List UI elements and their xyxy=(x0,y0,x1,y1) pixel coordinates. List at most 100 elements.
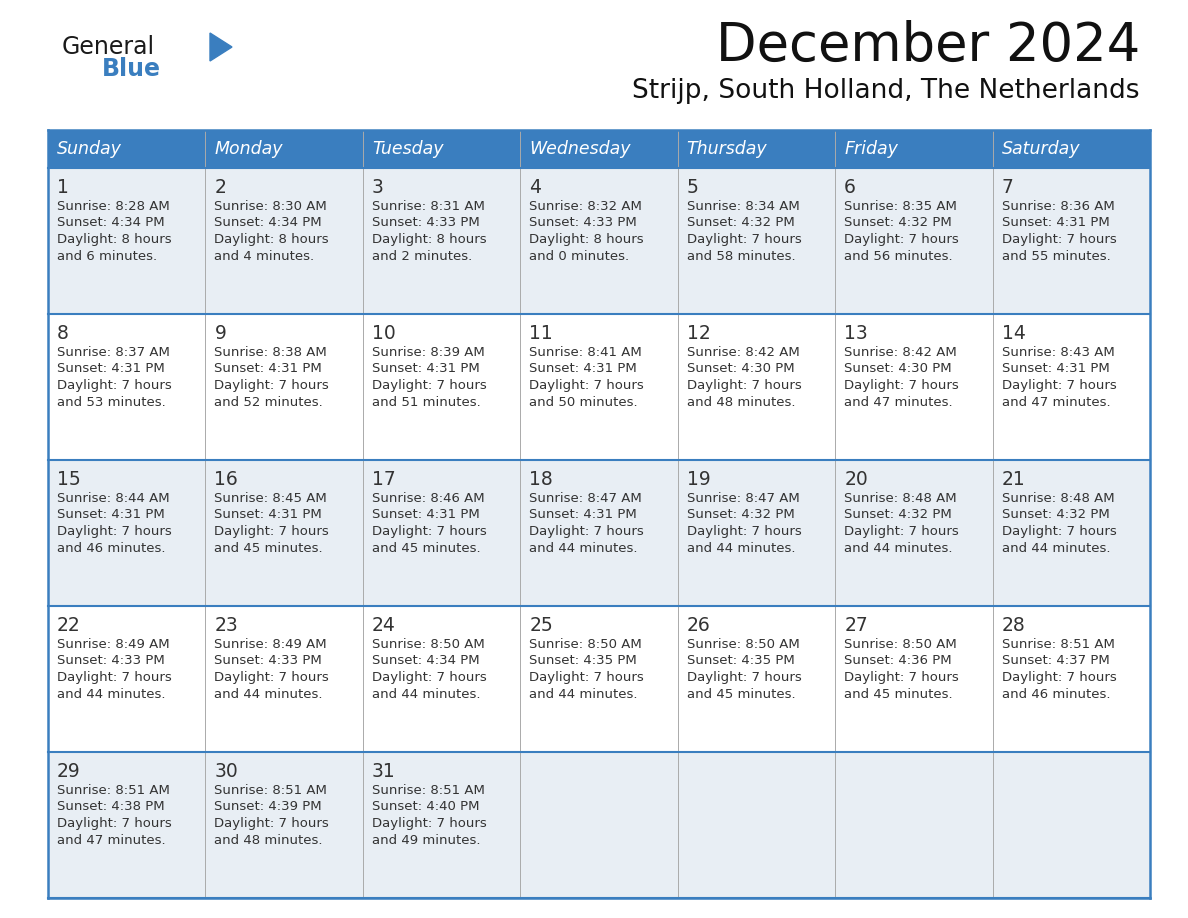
Text: and 45 minutes.: and 45 minutes. xyxy=(372,542,480,554)
Text: Sunday: Sunday xyxy=(57,140,122,158)
Text: Daylight: 7 hours: Daylight: 7 hours xyxy=(1001,525,1117,538)
Text: and 44 minutes.: and 44 minutes. xyxy=(372,688,480,700)
Text: Monday: Monday xyxy=(214,140,283,158)
Bar xyxy=(520,752,677,898)
Bar xyxy=(48,752,206,898)
Text: Sunrise: 8:49 AM: Sunrise: 8:49 AM xyxy=(214,638,327,651)
Text: Sunset: 4:30 PM: Sunset: 4:30 PM xyxy=(845,363,952,375)
Bar xyxy=(48,130,206,168)
Text: Sunset: 4:32 PM: Sunset: 4:32 PM xyxy=(845,509,952,521)
Text: Daylight: 7 hours: Daylight: 7 hours xyxy=(372,379,487,392)
Text: Daylight: 7 hours: Daylight: 7 hours xyxy=(214,671,329,684)
Text: Sunrise: 8:35 AM: Sunrise: 8:35 AM xyxy=(845,200,958,213)
Bar xyxy=(48,606,206,752)
Text: and 48 minutes.: and 48 minutes. xyxy=(687,396,795,409)
Text: Sunrise: 8:45 AM: Sunrise: 8:45 AM xyxy=(214,492,327,505)
Text: Sunset: 4:36 PM: Sunset: 4:36 PM xyxy=(845,655,952,667)
Text: 16: 16 xyxy=(214,470,238,489)
Text: Tuesday: Tuesday xyxy=(372,140,443,158)
Text: Thursday: Thursday xyxy=(687,140,767,158)
Text: 11: 11 xyxy=(530,324,554,343)
Text: Sunrise: 8:42 AM: Sunrise: 8:42 AM xyxy=(845,346,956,359)
Polygon shape xyxy=(210,33,232,61)
Text: Sunrise: 8:42 AM: Sunrise: 8:42 AM xyxy=(687,346,800,359)
Text: 3: 3 xyxy=(372,178,384,197)
Bar xyxy=(835,460,992,606)
Bar xyxy=(362,460,520,606)
Text: and 58 minutes.: and 58 minutes. xyxy=(687,250,795,263)
Text: Daylight: 7 hours: Daylight: 7 hours xyxy=(372,525,487,538)
Text: Sunset: 4:32 PM: Sunset: 4:32 PM xyxy=(687,217,795,230)
Text: Sunrise: 8:51 AM: Sunrise: 8:51 AM xyxy=(57,784,170,797)
Text: Daylight: 7 hours: Daylight: 7 hours xyxy=(372,817,487,830)
Text: Daylight: 7 hours: Daylight: 7 hours xyxy=(57,525,172,538)
Text: Daylight: 7 hours: Daylight: 7 hours xyxy=(687,525,802,538)
Text: 13: 13 xyxy=(845,324,868,343)
Text: Sunrise: 8:50 AM: Sunrise: 8:50 AM xyxy=(530,638,642,651)
Text: and 44 minutes.: and 44 minutes. xyxy=(530,688,638,700)
Bar xyxy=(206,752,362,898)
Text: Sunset: 4:31 PM: Sunset: 4:31 PM xyxy=(530,509,637,521)
Text: Sunset: 4:39 PM: Sunset: 4:39 PM xyxy=(214,800,322,813)
Text: Daylight: 7 hours: Daylight: 7 hours xyxy=(687,379,802,392)
Text: Sunset: 4:37 PM: Sunset: 4:37 PM xyxy=(1001,655,1110,667)
Text: and 6 minutes.: and 6 minutes. xyxy=(57,250,157,263)
Text: Sunrise: 8:48 AM: Sunrise: 8:48 AM xyxy=(845,492,956,505)
Bar xyxy=(992,606,1150,752)
Bar xyxy=(835,130,992,168)
Text: and 46 minutes.: and 46 minutes. xyxy=(57,542,165,554)
Text: Blue: Blue xyxy=(102,57,162,81)
Text: Sunrise: 8:41 AM: Sunrise: 8:41 AM xyxy=(530,346,642,359)
Text: 24: 24 xyxy=(372,616,396,635)
Bar xyxy=(835,752,992,898)
Text: December 2024: December 2024 xyxy=(715,20,1140,72)
Text: Sunset: 4:33 PM: Sunset: 4:33 PM xyxy=(57,655,165,667)
Text: Sunset: 4:33 PM: Sunset: 4:33 PM xyxy=(530,217,637,230)
Bar xyxy=(206,314,362,460)
Text: and 53 minutes.: and 53 minutes. xyxy=(57,396,166,409)
Bar xyxy=(677,752,835,898)
Text: Sunrise: 8:50 AM: Sunrise: 8:50 AM xyxy=(372,638,485,651)
Text: Sunset: 4:31 PM: Sunset: 4:31 PM xyxy=(214,363,322,375)
Text: Sunset: 4:32 PM: Sunset: 4:32 PM xyxy=(687,509,795,521)
Bar xyxy=(835,168,992,314)
Text: Sunset: 4:30 PM: Sunset: 4:30 PM xyxy=(687,363,795,375)
Bar xyxy=(206,606,362,752)
Text: 28: 28 xyxy=(1001,616,1025,635)
Text: Sunrise: 8:51 AM: Sunrise: 8:51 AM xyxy=(1001,638,1114,651)
Text: and 52 minutes.: and 52 minutes. xyxy=(214,396,323,409)
Text: Sunrise: 8:43 AM: Sunrise: 8:43 AM xyxy=(1001,346,1114,359)
Text: 18: 18 xyxy=(530,470,554,489)
Text: Friday: Friday xyxy=(845,140,898,158)
Text: Sunset: 4:33 PM: Sunset: 4:33 PM xyxy=(372,217,480,230)
Text: Sunset: 4:31 PM: Sunset: 4:31 PM xyxy=(1001,217,1110,230)
Text: Sunset: 4:31 PM: Sunset: 4:31 PM xyxy=(57,363,165,375)
Text: Daylight: 7 hours: Daylight: 7 hours xyxy=(530,525,644,538)
Text: Sunrise: 8:38 AM: Sunrise: 8:38 AM xyxy=(214,346,327,359)
Text: Daylight: 7 hours: Daylight: 7 hours xyxy=(845,671,959,684)
Bar xyxy=(677,130,835,168)
Text: Sunrise: 8:51 AM: Sunrise: 8:51 AM xyxy=(372,784,485,797)
Text: Sunrise: 8:50 AM: Sunrise: 8:50 AM xyxy=(687,638,800,651)
Text: Sunset: 4:31 PM: Sunset: 4:31 PM xyxy=(372,363,480,375)
Bar xyxy=(48,314,206,460)
Text: 20: 20 xyxy=(845,470,868,489)
Text: Daylight: 8 hours: Daylight: 8 hours xyxy=(214,233,329,246)
Bar xyxy=(362,130,520,168)
Bar xyxy=(677,314,835,460)
Text: Sunrise: 8:37 AM: Sunrise: 8:37 AM xyxy=(57,346,170,359)
Text: 21: 21 xyxy=(1001,470,1025,489)
Text: 26: 26 xyxy=(687,616,710,635)
Text: 8: 8 xyxy=(57,324,69,343)
Bar xyxy=(520,314,677,460)
Text: 7: 7 xyxy=(1001,178,1013,197)
Text: Sunrise: 8:28 AM: Sunrise: 8:28 AM xyxy=(57,200,170,213)
Text: Daylight: 7 hours: Daylight: 7 hours xyxy=(530,379,644,392)
Text: Sunrise: 8:44 AM: Sunrise: 8:44 AM xyxy=(57,492,170,505)
Bar xyxy=(677,460,835,606)
Bar xyxy=(206,460,362,606)
Text: Sunset: 4:32 PM: Sunset: 4:32 PM xyxy=(1001,509,1110,521)
Text: and 44 minutes.: and 44 minutes. xyxy=(1001,542,1110,554)
Text: Sunrise: 8:50 AM: Sunrise: 8:50 AM xyxy=(845,638,956,651)
Bar xyxy=(835,606,992,752)
